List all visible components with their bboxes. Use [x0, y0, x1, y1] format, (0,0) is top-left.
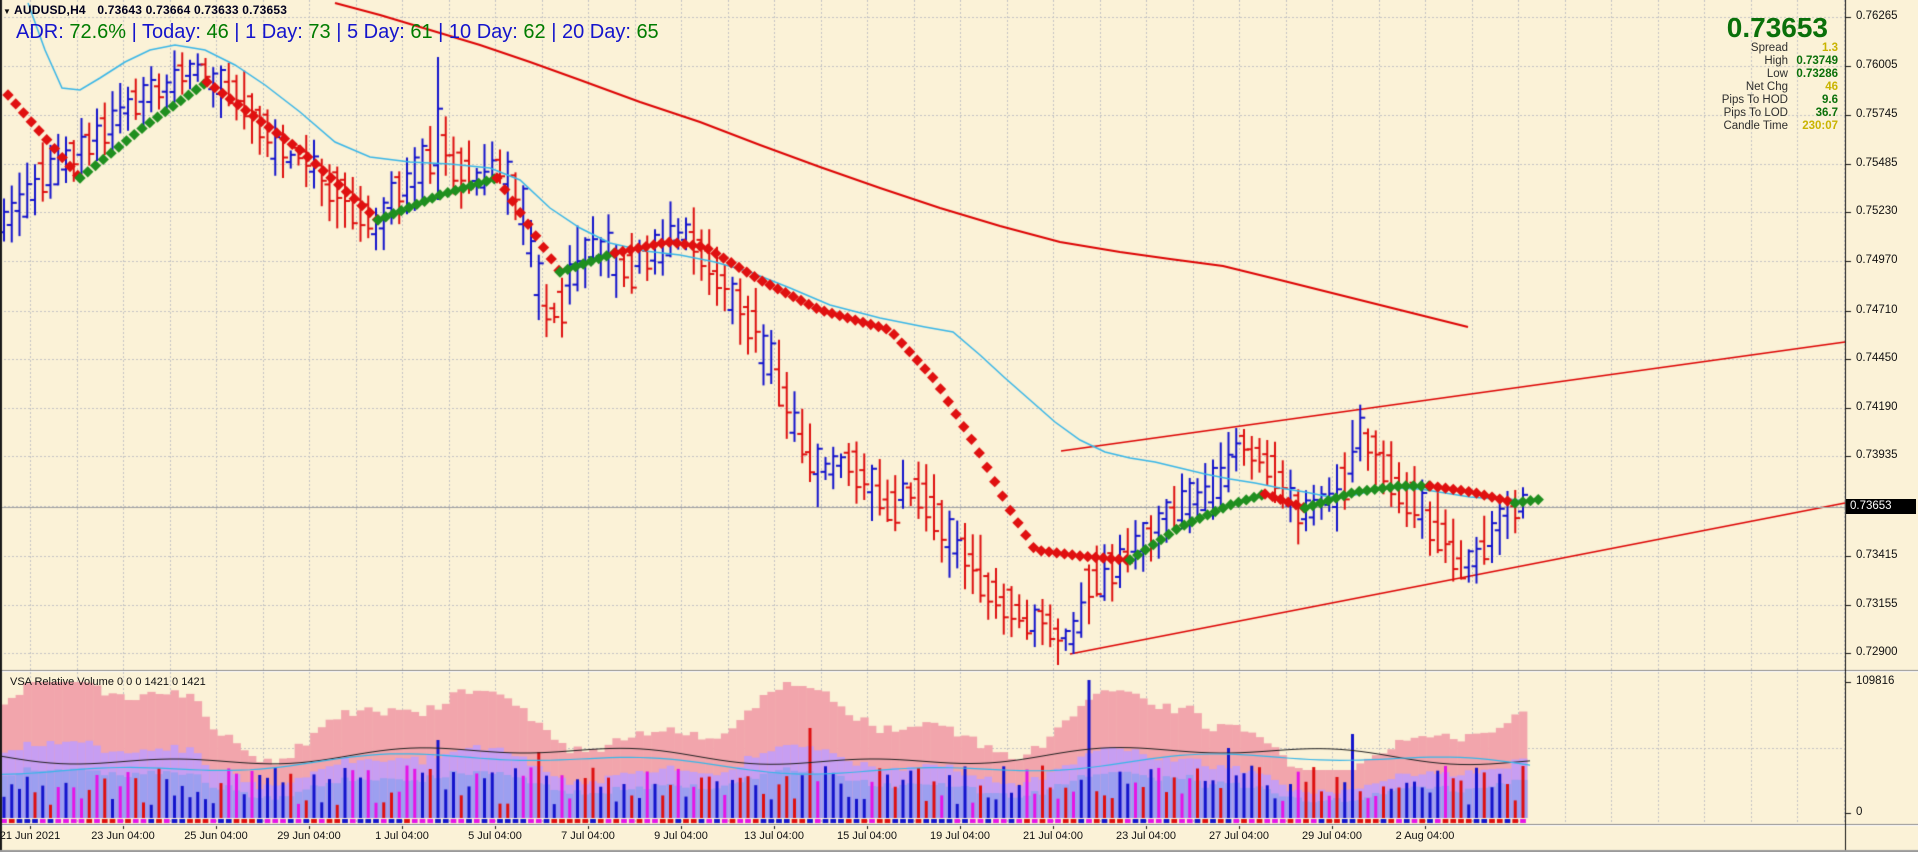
quote-row-value: 46 — [1825, 81, 1838, 93]
quote-row-value: 9.6 — [1822, 94, 1838, 106]
price-axis-label: 0.75230 — [1856, 205, 1898, 217]
time-axis-label: 9 Jul 04:00 — [654, 830, 708, 842]
quote-row: Net Chg 46 — [1722, 81, 1838, 94]
quote-row-label: Candle Time — [1723, 120, 1788, 132]
price-axis-label: 0.74450 — [1856, 352, 1898, 364]
adr-label-segment: 10 Day: — [448, 21, 524, 43]
quote-row: Pips To HOD 9.6 — [1722, 94, 1838, 107]
symbol-ohlc-line: AUDUSD,H4 0.73643 0.73664 0.73633 0.7365… — [14, 3, 287, 17]
quote-info-panel: 0.73653 Spread 1.3 High 0.73749 Low 0.73286 Ne… — [1722, 14, 1838, 133]
adr-label-segment: | — [330, 21, 347, 43]
vsa-indicator-label: VSA Relative Volume 0 0 0 1421 0 1421 — [10, 676, 206, 688]
price-axis-label: 0.74710 — [1856, 304, 1898, 316]
quote-row: Low 0.73286 — [1722, 68, 1838, 81]
adr-label-segment: | — [545, 21, 562, 43]
adr-value-segment: 72.6% — [69, 21, 127, 43]
quote-row-value: 230:07 — [1802, 120, 1838, 132]
quote-row-value: 36.7 — [1815, 107, 1838, 119]
quote-row-label: Net Chg — [1745, 81, 1788, 93]
quote-row: Candle Time 230:07 — [1722, 120, 1838, 133]
adr-value-segment: 46 — [206, 21, 229, 43]
quote-row-label: Spread — [1750, 42, 1788, 54]
time-axis-label: 25 Jun 04:00 — [184, 830, 248, 842]
price-axis-label: 0.73415 — [1856, 549, 1898, 561]
adr-label-segment: 20 Day: — [561, 21, 637, 43]
time-axis-label: 7 Jul 04:00 — [561, 830, 615, 842]
adr-value-segment: 73 — [308, 21, 331, 43]
time-axis-label: 15 Jul 04:00 — [837, 830, 897, 842]
quote-row-label: Low — [1766, 68, 1788, 80]
quote-row-label: High — [1764, 55, 1788, 67]
price-axis-label: 0.73155 — [1856, 598, 1898, 610]
current-price-display: 0.73653 — [1726, 12, 1828, 43]
adr-value-segment: 61 — [410, 21, 433, 43]
time-axis-label: 1 Jul 04:00 — [375, 830, 429, 842]
time-axis-label: 29 Jul 04:00 — [1302, 830, 1362, 842]
quote-row: Spread 1.3 — [1722, 42, 1838, 55]
time-axis-label: 13 Jul 04:00 — [744, 830, 804, 842]
adr-label-segment: 1 Day: — [245, 21, 309, 43]
time-axis-label: 23 Jun 04:00 — [91, 830, 155, 842]
adr-label-segment: | — [432, 21, 449, 43]
price-axis-label: 0.74190 — [1856, 401, 1898, 413]
price-axis-label: 0.72900 — [1856, 646, 1898, 658]
time-axis-label: 23 Jul 04:00 — [1116, 830, 1176, 842]
adr-stats-line: ADR: 72.6% | Today: 46 | 1 Day: 73 | 5 D… — [16, 21, 659, 44]
price-axis-label: 0.75745 — [1856, 108, 1898, 120]
time-axis-label: 19 Jul 04:00 — [930, 830, 990, 842]
volume-axis-max: 109816 — [1856, 675, 1895, 687]
adr-label-segment: | — [228, 21, 246, 43]
symbol-list-toggle-icon[interactable]: ▼ — [3, 7, 11, 16]
time-axis-label: 5 Jul 04:00 — [468, 830, 522, 842]
adr-label-segment: | — [126, 21, 143, 43]
symbol-timeframe: AUDUSD,H4 — [14, 3, 86, 17]
current-price-tag: 0.73653 — [1846, 499, 1916, 514]
adr-label-segment: Today: — [142, 21, 207, 43]
quote-stat-rows: Spread 1.3 High 0.73749 Low 0.73286 Net Chg 46 P… — [1722, 42, 1838, 133]
quote-row-value: 0.73749 — [1796, 55, 1838, 67]
volume-axis-min: 0 — [1856, 806, 1863, 818]
adr-value-segment: 65 — [636, 21, 659, 43]
time-axis-label: 21 Jul 04:00 — [1023, 830, 1083, 842]
time-axis-label: 29 Jun 04:00 — [277, 830, 341, 842]
price-axis-label: 0.76005 — [1856, 59, 1898, 71]
price-axis-label: 0.76265 — [1856, 10, 1898, 22]
adr-label-segment: ADR: — [16, 21, 70, 43]
time-axis-label: 27 Jul 04:00 — [1209, 830, 1269, 842]
adr-label-segment: 5 Day: — [346, 21, 411, 43]
price-axis-label: 0.74970 — [1856, 254, 1898, 266]
quote-row-label: Pips To HOD — [1721, 94, 1788, 106]
time-axis-label: 21 Jun 2021 — [0, 830, 61, 842]
ohlc-values: 0.73643 0.73664 0.73633 0.73653 — [97, 3, 288, 17]
adr-value-segment: 62 — [523, 21, 546, 43]
price-axis-label: 0.73935 — [1856, 449, 1898, 461]
quote-row: Pips To LOD 36.7 — [1722, 107, 1838, 120]
quote-row-label: Pips To LOD — [1723, 107, 1788, 119]
price-axis-label: 0.75485 — [1856, 157, 1898, 169]
time-axis-label: 2 Aug 04:00 — [1395, 830, 1455, 842]
quote-row-value: 0.73286 — [1796, 68, 1838, 80]
quote-row: High 0.73749 — [1722, 55, 1838, 68]
quote-row-value: 1.3 — [1822, 42, 1838, 54]
